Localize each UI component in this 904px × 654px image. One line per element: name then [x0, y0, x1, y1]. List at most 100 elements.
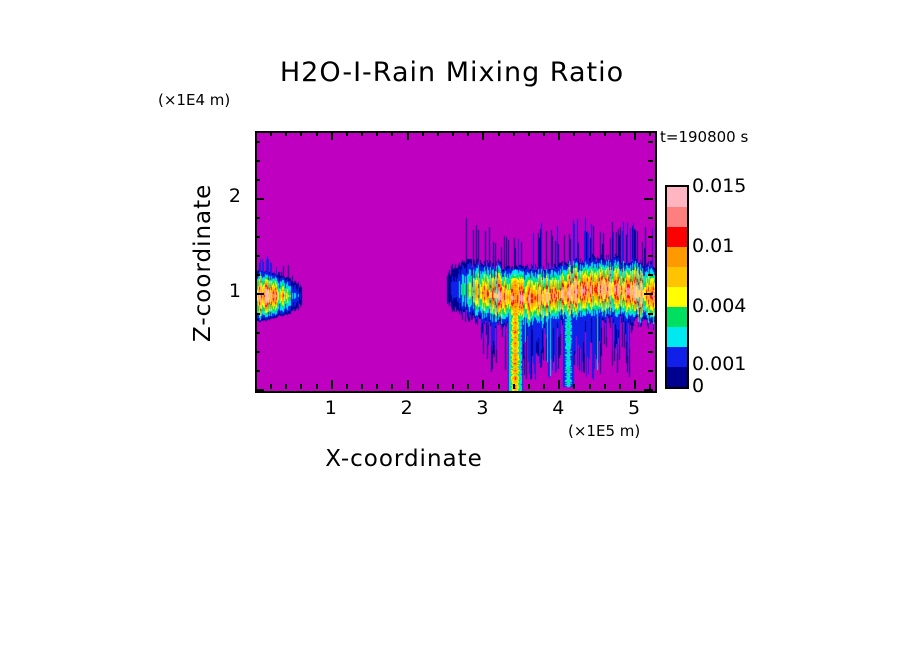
x-minor-tick — [285, 384, 288, 389]
x-minor-tick — [573, 384, 576, 389]
x-tick-label: 5 — [628, 397, 641, 419]
y-major-tick-right — [644, 197, 653, 200]
y-minor-tick-right — [648, 274, 653, 277]
x-minor-tick-top — [345, 131, 348, 136]
y-minor-tick — [255, 217, 260, 219]
x-major-tick — [482, 380, 485, 389]
y-minor-tick-right — [648, 159, 653, 162]
y-minor-tick-right — [648, 312, 653, 315]
x-tick-label: 1 — [324, 397, 337, 419]
colorbar-segment — [667, 227, 687, 247]
x-minor-tick — [421, 384, 424, 389]
x-minor-tick — [345, 384, 348, 389]
y-axis-units-label: (×1E4 m) — [158, 91, 231, 109]
x-major-tick — [330, 380, 333, 389]
y-tick-label: 1 — [228, 280, 241, 303]
y-minor-tick-right — [648, 236, 653, 239]
x-minor-tick-top — [376, 131, 379, 136]
x-minor-tick — [452, 384, 455, 389]
x-axis-label: X-coordinate — [325, 446, 483, 472]
y-minor-tick — [255, 312, 260, 315]
colorbar-tick-label: 0.015 — [692, 175, 747, 197]
x-minor-tick-top — [527, 131, 530, 136]
x-minor-tick — [603, 384, 606, 389]
y-minor-tick-right — [648, 331, 653, 334]
x-minor-tick-top — [436, 131, 439, 136]
chart-title: H2O-I-Rain Mixing Ratio — [279, 57, 625, 88]
y-minor-tick — [255, 331, 260, 334]
x-minor-tick-top — [467, 131, 470, 136]
x-minor-tick-top — [573, 131, 576, 136]
y-minor-tick-right — [648, 140, 653, 143]
x-minor-tick-top — [315, 131, 318, 136]
x-minor-tick-top — [603, 131, 606, 136]
y-major-tick — [255, 293, 264, 296]
colorbar-segment — [667, 367, 687, 387]
colorbar-tick-label: 0 — [692, 375, 705, 397]
x-minor-tick — [588, 384, 591, 389]
y-minor-tick — [255, 140, 260, 143]
y-major-tick-right — [644, 293, 653, 296]
y-minor-tick — [255, 274, 260, 277]
colorbar-segment — [667, 287, 687, 307]
x-axis-label-wrap: X-coordinate — [0, 446, 904, 472]
y-minor-tick — [255, 350, 260, 353]
colorbar-tick-label: 0.004 — [692, 295, 747, 317]
x-minor-tick — [315, 384, 318, 389]
colorbar-segment — [667, 327, 687, 347]
x-minor-tick — [543, 384, 546, 389]
x-minor-tick-top — [300, 131, 303, 136]
x-minor-tick-top — [588, 131, 591, 136]
colorbar-segment — [667, 347, 687, 367]
y-minor-tick — [255, 236, 260, 239]
x-major-tick-top — [330, 131, 333, 140]
x-minor-tick-top — [391, 131, 394, 136]
y-major-tick-right — [644, 389, 653, 391]
colorbar-segment — [667, 207, 687, 227]
y-minor-tick-right — [648, 255, 653, 258]
x-axis-units-label: (×1E5 m) — [568, 422, 641, 440]
x-minor-tick-top — [452, 131, 455, 136]
x-minor-tick — [467, 384, 470, 389]
x-minor-tick — [270, 384, 273, 389]
y-minor-tick-right — [648, 369, 653, 372]
x-major-tick — [634, 380, 637, 389]
colorbar-tick-label: 0.001 — [692, 353, 747, 375]
colorbar-tick-label: 0.01 — [692, 235, 735, 257]
x-major-tick — [406, 380, 409, 389]
y-minor-tick — [255, 255, 260, 258]
x-minor-tick-top — [285, 131, 288, 136]
time-annotation: t=190800 s — [660, 128, 749, 146]
x-minor-tick — [618, 384, 621, 389]
y-major-tick — [255, 197, 264, 200]
x-minor-tick-top — [618, 131, 621, 136]
x-minor-tick — [300, 384, 303, 389]
y-major-tick — [255, 389, 264, 391]
colorbar — [665, 185, 689, 389]
x-minor-tick — [436, 384, 439, 389]
x-minor-tick-top — [361, 131, 364, 136]
y-axis-label: Z-coordinate — [190, 183, 216, 342]
y-minor-tick-right — [648, 350, 653, 353]
x-minor-tick — [391, 384, 394, 389]
x-minor-tick-top — [421, 131, 424, 136]
x-major-tick-top — [558, 131, 561, 140]
x-minor-tick-top — [512, 131, 515, 136]
colorbar-segment — [667, 267, 687, 287]
x-major-tick-top — [482, 131, 485, 140]
x-major-tick — [558, 380, 561, 389]
x-minor-tick-top — [270, 131, 273, 136]
x-minor-tick — [512, 384, 515, 389]
y-minor-tick — [255, 369, 260, 372]
y-minor-tick — [255, 178, 260, 181]
colorbar-segment — [667, 307, 687, 327]
x-major-tick-top — [255, 131, 257, 140]
y-tick-label: 2 — [228, 184, 241, 207]
colorbar-segment — [667, 247, 687, 267]
y-minor-tick-right — [648, 178, 653, 181]
colorbar-segment — [667, 187, 687, 207]
x-minor-tick-top — [649, 131, 652, 136]
x-tick-label: 4 — [552, 397, 565, 419]
x-major-tick-top — [634, 131, 637, 140]
